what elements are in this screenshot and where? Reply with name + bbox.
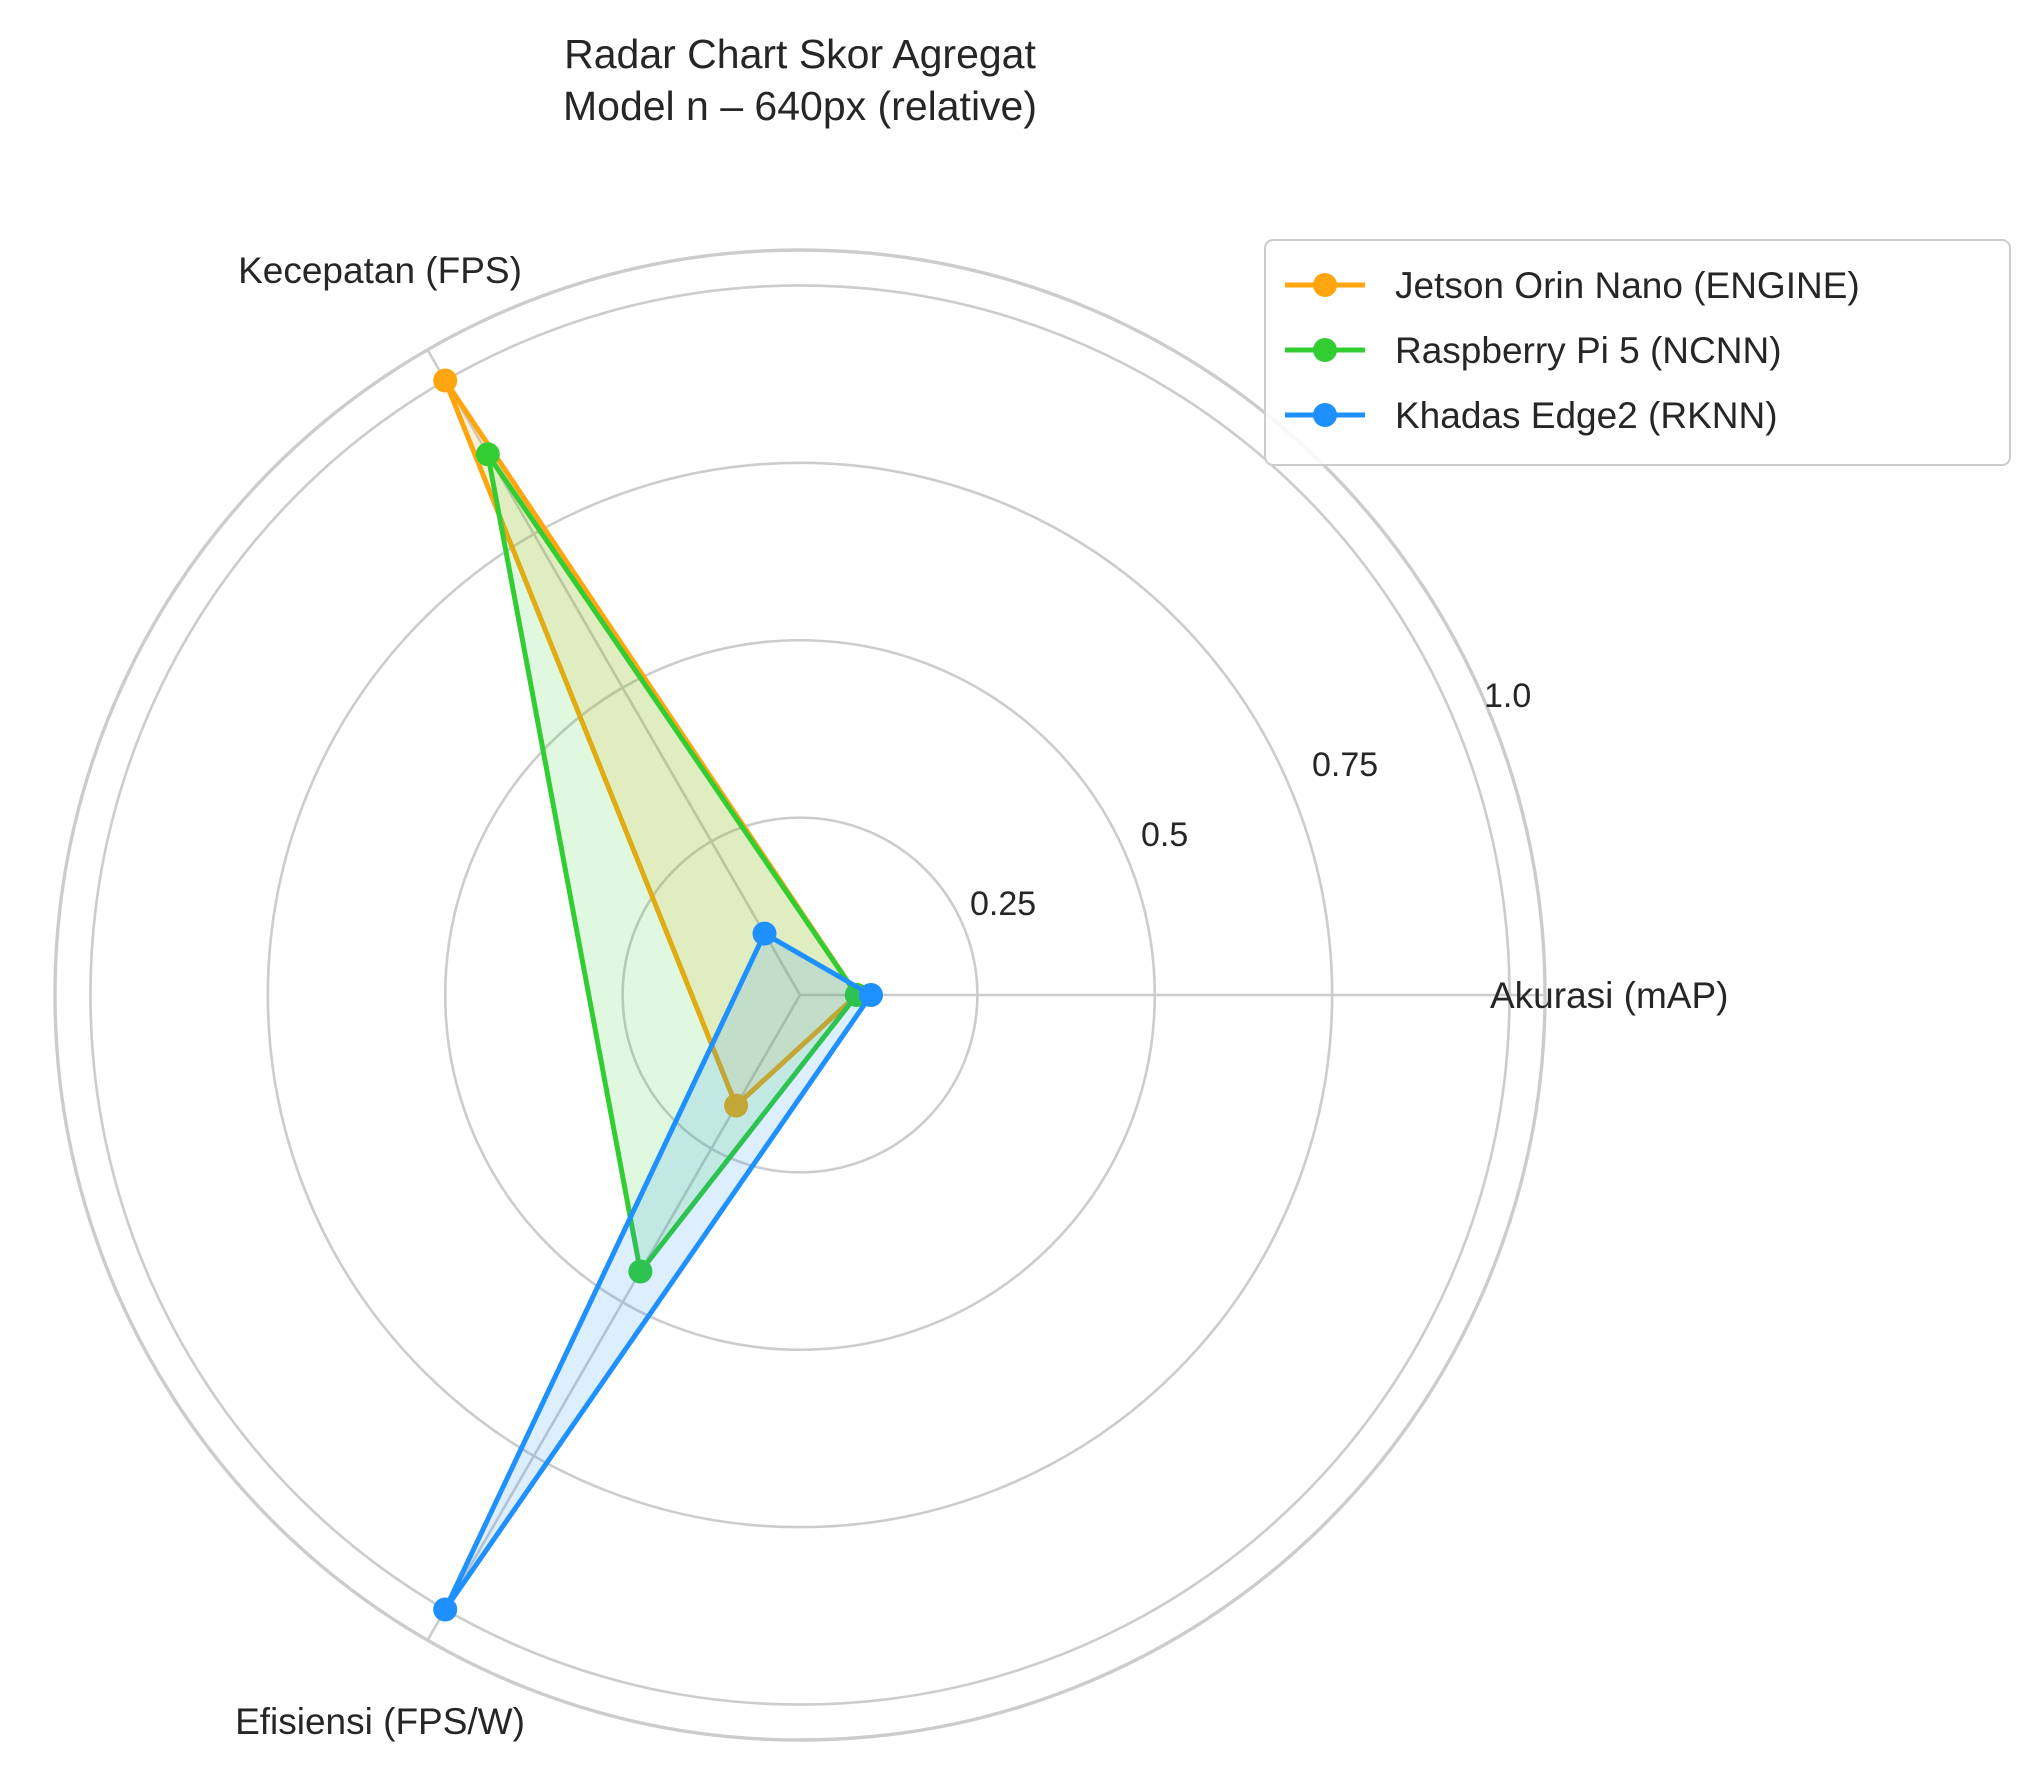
series-fill <box>487 454 857 1272</box>
series-line <box>442 378 860 1109</box>
series-fill <box>445 933 871 1610</box>
legend-label: Raspberry Pi 5 (NCNN) <box>1395 330 1782 371</box>
radial-tick-label: 0.75 <box>1312 746 1378 784</box>
chart-title-line-1: Radar Chart Skor Agregat <box>564 31 1036 77</box>
legend-item: Khadas Edge2 (RKNN) <box>1285 395 1778 436</box>
legend-marker <box>1313 273 1337 297</box>
series-point <box>628 1259 653 1284</box>
legend-box <box>1264 239 2011 466</box>
chart-title: Radar Chart Skor Agregat Model n – 640px… <box>563 31 1037 129</box>
axis-label: Kecepatan (FPS) <box>238 250 522 291</box>
series-point <box>859 983 883 1007</box>
axis-labels: Akurasi (mAP) Kecepatan (FPS) Efisiensi (F… <box>235 250 1728 1742</box>
radial-tick-label: 0.5 <box>1141 816 1188 854</box>
axis-label: Efisiensi (FPS/W) <box>235 1701 525 1742</box>
series-line <box>442 931 874 1612</box>
radial-tick-labels: 0.25 0.5 0.75 1.0 <box>970 677 1531 923</box>
legend-marker <box>1313 403 1337 427</box>
legend-item: Jetson Orin Nano (ENGINE) <box>1285 265 1860 306</box>
series-line <box>485 451 860 1274</box>
series-point <box>724 1093 749 1118</box>
chart-title-line-2: Model n – 640px (relative) <box>563 83 1037 129</box>
legend-item: Raspberry Pi 5 (NCNN) <box>1285 330 1782 371</box>
series-point <box>752 921 777 946</box>
radial-tick-label: 1.0 <box>1484 677 1531 715</box>
series-point <box>433 1597 458 1622</box>
legend: Jetson Orin Nano (ENGINE) Raspberry Pi 5 … <box>1264 239 2011 466</box>
legend-marker <box>1313 338 1337 362</box>
series-3 <box>433 921 883 1622</box>
series-point <box>433 368 458 393</box>
legend-label: Jetson Orin Nano (ENGINE) <box>1395 265 1860 306</box>
legend-label: Khadas Edge2 (RKNN) <box>1395 395 1778 436</box>
radial-tick-label: 0.25 <box>970 885 1036 923</box>
series-fill <box>445 380 857 1106</box>
axis-label: Akurasi (mAP) <box>1490 975 1728 1016</box>
series-point <box>475 442 500 467</box>
series-layer <box>433 368 883 1622</box>
